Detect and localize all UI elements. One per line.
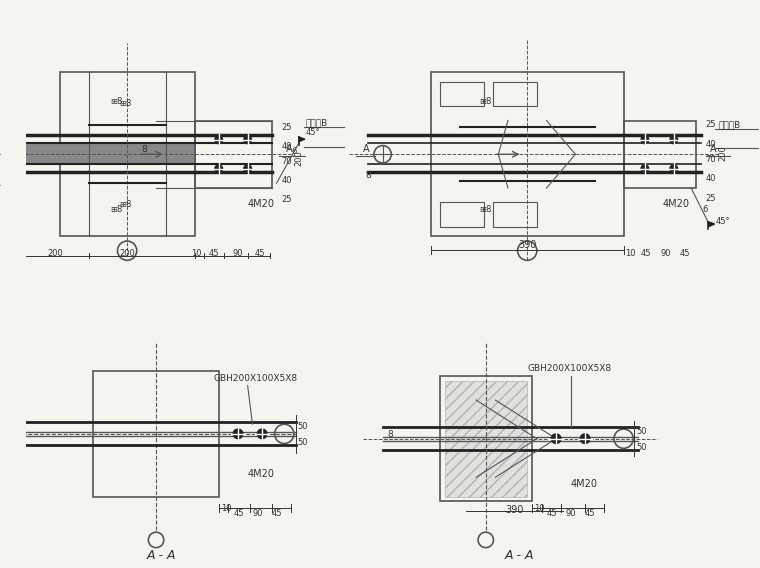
Bar bbox=[431, 72, 624, 236]
Polygon shape bbox=[708, 222, 714, 227]
Text: 50: 50 bbox=[636, 427, 647, 436]
Text: 45: 45 bbox=[641, 249, 651, 257]
Bar bbox=[493, 82, 537, 106]
Circle shape bbox=[551, 434, 561, 444]
Text: 45: 45 bbox=[679, 249, 690, 257]
Text: 6: 6 bbox=[703, 205, 708, 214]
Bar bbox=[624, 120, 696, 188]
Text: 25: 25 bbox=[281, 195, 292, 204]
Text: 90: 90 bbox=[565, 509, 576, 518]
Text: ⊞8: ⊞8 bbox=[119, 201, 131, 209]
Text: 8: 8 bbox=[388, 430, 393, 438]
Text: 390: 390 bbox=[505, 505, 524, 515]
Text: 8: 8 bbox=[366, 172, 371, 181]
Text: A - A: A - A bbox=[505, 549, 534, 562]
Bar bbox=[441, 82, 484, 106]
Text: 90: 90 bbox=[252, 509, 263, 518]
Text: 结构柱B: 结构柱B bbox=[718, 120, 740, 130]
Bar bbox=[59, 72, 195, 236]
Circle shape bbox=[580, 434, 590, 444]
Text: 25: 25 bbox=[705, 194, 716, 203]
Bar bbox=[93, 371, 219, 496]
Polygon shape bbox=[299, 137, 305, 141]
Text: 4M20: 4M20 bbox=[248, 469, 274, 479]
Circle shape bbox=[641, 136, 649, 144]
Text: ⊞8: ⊞8 bbox=[109, 205, 122, 214]
Text: 4M20: 4M20 bbox=[248, 199, 274, 209]
Text: 45°: 45° bbox=[715, 217, 730, 225]
Text: 50: 50 bbox=[298, 422, 309, 431]
Text: 45: 45 bbox=[585, 509, 596, 518]
Circle shape bbox=[641, 165, 649, 173]
Bar bbox=[441, 376, 532, 502]
Text: 6: 6 bbox=[291, 147, 296, 156]
Text: 45: 45 bbox=[272, 509, 282, 518]
Bar bbox=[441, 202, 484, 227]
Text: ⊞8: ⊞8 bbox=[479, 97, 492, 106]
Text: 45: 45 bbox=[255, 249, 265, 257]
Text: 390: 390 bbox=[518, 240, 537, 250]
Bar bbox=[445, 381, 527, 496]
Text: A: A bbox=[711, 144, 717, 154]
Text: 45°: 45° bbox=[306, 128, 320, 137]
Bar bbox=[493, 202, 537, 227]
Text: 200: 200 bbox=[294, 150, 303, 166]
Text: 50: 50 bbox=[298, 438, 309, 448]
Text: GBH200X100X5X8: GBH200X100X5X8 bbox=[527, 364, 611, 373]
Text: 40: 40 bbox=[705, 174, 716, 183]
Text: 10: 10 bbox=[220, 504, 231, 513]
Text: 25: 25 bbox=[281, 123, 292, 132]
Text: 4M20: 4M20 bbox=[662, 199, 689, 209]
Text: 10: 10 bbox=[625, 249, 636, 257]
Text: 4M20: 4M20 bbox=[571, 479, 597, 489]
Text: 45: 45 bbox=[209, 249, 219, 257]
Circle shape bbox=[215, 136, 223, 144]
Text: 40: 40 bbox=[281, 143, 292, 152]
Text: 10: 10 bbox=[534, 504, 544, 513]
Text: ⊞8: ⊞8 bbox=[109, 97, 122, 106]
Text: A: A bbox=[363, 144, 370, 154]
Bar bbox=[2, 143, 195, 164]
Circle shape bbox=[244, 136, 252, 144]
Bar bbox=[195, 120, 272, 188]
Text: A - A: A - A bbox=[147, 549, 176, 562]
Text: A: A bbox=[287, 144, 293, 154]
Circle shape bbox=[670, 165, 678, 173]
Circle shape bbox=[233, 429, 243, 438]
Text: 45: 45 bbox=[546, 509, 557, 518]
Text: 200: 200 bbox=[47, 249, 62, 257]
Text: 40: 40 bbox=[281, 176, 292, 185]
Text: 90: 90 bbox=[660, 249, 671, 257]
Text: 10: 10 bbox=[192, 249, 202, 257]
Text: 25: 25 bbox=[705, 120, 716, 130]
Circle shape bbox=[670, 136, 678, 144]
Text: 200: 200 bbox=[119, 249, 135, 257]
Text: GBH200X100X5X8: GBH200X100X5X8 bbox=[214, 374, 298, 383]
Text: 70: 70 bbox=[705, 155, 716, 164]
Text: 90: 90 bbox=[233, 249, 243, 257]
Text: 70: 70 bbox=[281, 157, 292, 166]
Circle shape bbox=[258, 429, 267, 438]
Text: 8: 8 bbox=[141, 145, 147, 154]
Text: ⊞8: ⊞8 bbox=[479, 205, 492, 214]
Text: 50: 50 bbox=[636, 443, 647, 452]
Circle shape bbox=[244, 165, 252, 173]
Text: ⊞8: ⊞8 bbox=[119, 99, 131, 108]
Text: 结构柱B: 结构柱B bbox=[306, 118, 328, 127]
Text: 45: 45 bbox=[233, 509, 244, 518]
Circle shape bbox=[215, 165, 223, 173]
Text: 40: 40 bbox=[705, 140, 716, 149]
Text: 200: 200 bbox=[718, 145, 727, 161]
